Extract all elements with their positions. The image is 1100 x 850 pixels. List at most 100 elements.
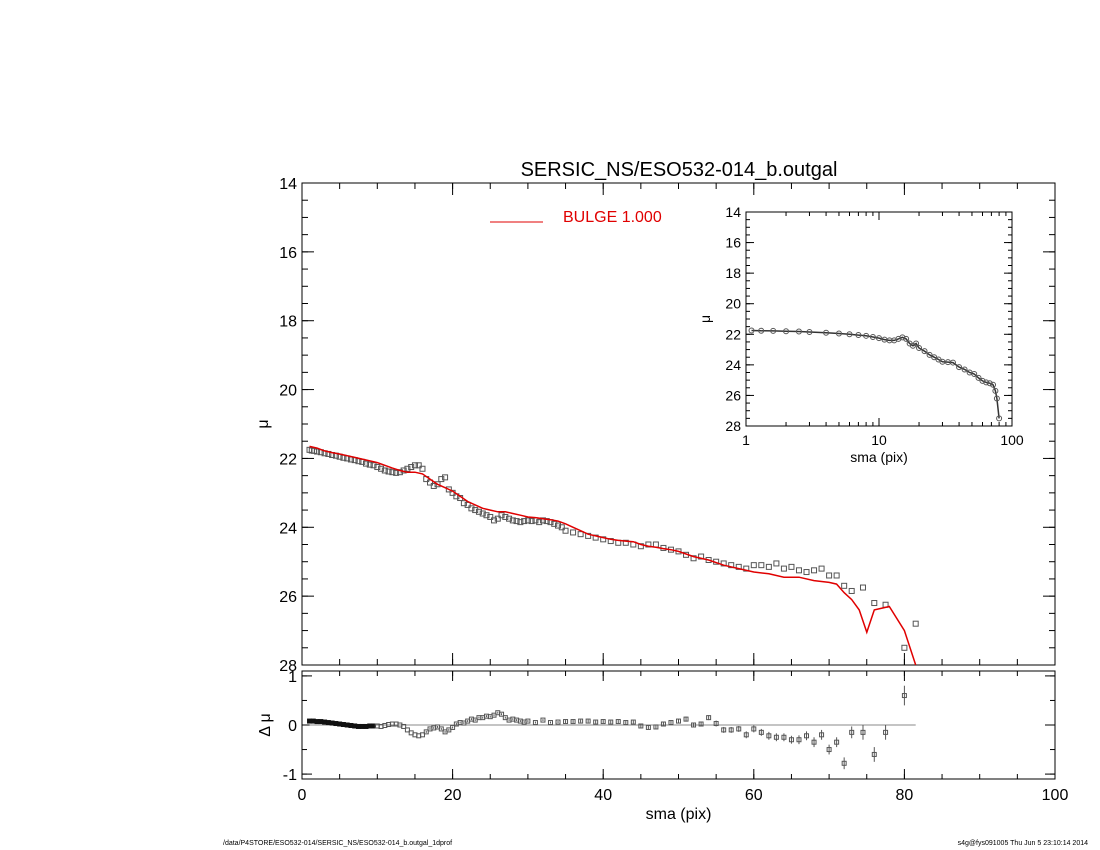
- data-point: [750, 562, 757, 569]
- inset-data-point: [996, 415, 1003, 422]
- data-point: [479, 510, 486, 517]
- inset-data-points: [748, 327, 1003, 422]
- inset-plot-frame: [745, 211, 1013, 427]
- residual-point: [743, 732, 749, 738]
- y-tick-label: 24: [279, 520, 297, 537]
- inset-x-axis-label: sma (pix): [850, 449, 908, 465]
- data-point: [524, 517, 531, 524]
- x-axis-label: sma (pix): [646, 806, 712, 823]
- data-point: [389, 469, 396, 476]
- inset-data-point: [993, 395, 1000, 402]
- y-tick-label: 16: [279, 245, 297, 262]
- residual-point: [450, 724, 456, 730]
- data-point: [826, 572, 833, 579]
- inset-y-axis-label: μ: [697, 315, 713, 323]
- residual-point: [721, 727, 727, 733]
- residual-point: [841, 760, 847, 766]
- inset-data-point: [975, 374, 982, 381]
- data-point: [468, 505, 475, 512]
- data-point: [795, 567, 802, 574]
- data-point: [487, 513, 494, 520]
- residual-point: [698, 721, 704, 727]
- residual-point: [645, 724, 651, 730]
- residual-point: [826, 747, 832, 753]
- inset-plot: 1 10 100 14 16 18 20 22 24 26 28 sma (pix) μ: [697, 204, 1024, 465]
- residual-point: [706, 715, 712, 721]
- residual-point: [653, 724, 659, 730]
- inset-y-tick-label: 18: [725, 265, 741, 281]
- residual-point: [668, 720, 674, 726]
- x-tick-label: 100: [1042, 787, 1069, 804]
- data-point: [393, 469, 400, 476]
- footer-file-path: /data/P4STORE/ESO532-014/SERSIC_NS/ESO53…: [223, 840, 453, 847]
- residual-y-tick-label: -1: [283, 767, 297, 784]
- inset-y-tick-label: 14: [725, 204, 741, 220]
- residual-point: [691, 722, 697, 728]
- data-point: [848, 587, 855, 594]
- residual-point: [423, 729, 429, 735]
- residual-point: [563, 719, 569, 725]
- data-point: [427, 479, 434, 486]
- residual-point: [736, 726, 742, 732]
- residual-point: [578, 718, 584, 724]
- data-point: [645, 541, 652, 548]
- inset-data-point: [806, 328, 813, 335]
- residual-point: [570, 719, 576, 725]
- data-point: [562, 527, 569, 534]
- data-point: [622, 539, 629, 546]
- data-point: [818, 565, 825, 572]
- inset-data-point: [876, 335, 882, 342]
- data-point: [551, 520, 558, 527]
- residual-point: [713, 721, 719, 727]
- data-point: [378, 465, 385, 472]
- inset-x-tick-label: 10: [871, 432, 887, 448]
- data-point: [502, 513, 509, 520]
- chart-title: SERSIC_NS/ESO532-014_b.outgal: [521, 159, 838, 181]
- inset-data-point: [783, 328, 790, 335]
- y-axis-label: μ: [255, 419, 272, 428]
- residual-point: [834, 739, 840, 745]
- residual-point: [683, 716, 689, 722]
- data-point: [311, 447, 318, 454]
- residual-point: [901, 693, 907, 699]
- residual-point: [499, 711, 505, 717]
- data-point: [374, 464, 381, 471]
- inset-data-point: [795, 328, 802, 335]
- residual-point: [419, 732, 425, 738]
- residual-point: [438, 726, 444, 732]
- x-tick-label: 40: [594, 787, 612, 804]
- inset-data-point: [939, 358, 946, 365]
- inset-x-tick-label: 100: [1000, 432, 1024, 448]
- residual-point: [676, 718, 681, 724]
- inset-data-point: [758, 327, 765, 334]
- residual-point: [547, 720, 553, 726]
- residual-point: [615, 719, 621, 725]
- residual-point: [758, 729, 764, 735]
- residual-point: [811, 739, 817, 745]
- inset-data-point: [961, 366, 968, 373]
- data-point: [483, 512, 490, 519]
- inset-data-point: [748, 327, 755, 334]
- y-tick-label: 14: [279, 176, 297, 193]
- residual-point: [773, 734, 779, 740]
- residual-point: [525, 718, 531, 724]
- inset-data-point: [979, 377, 986, 384]
- residual-point: [804, 733, 810, 739]
- data-point: [498, 512, 505, 519]
- inset-data-point: [899, 334, 906, 341]
- residual-point: [623, 720, 629, 726]
- residual-point: [660, 721, 666, 727]
- data-point: [419, 465, 426, 472]
- residual-point: [728, 727, 734, 733]
- data-point: [833, 572, 840, 579]
- inset-data-point: [916, 345, 923, 352]
- inset-data-point: [926, 351, 933, 358]
- data-point: [577, 531, 584, 538]
- residual-point: [796, 737, 802, 743]
- data-point: [363, 460, 370, 467]
- inset-data-point: [983, 379, 990, 386]
- data-point: [460, 500, 467, 507]
- data-point: [415, 462, 422, 469]
- residual-point: [638, 723, 644, 729]
- inset-data-point: [992, 387, 999, 394]
